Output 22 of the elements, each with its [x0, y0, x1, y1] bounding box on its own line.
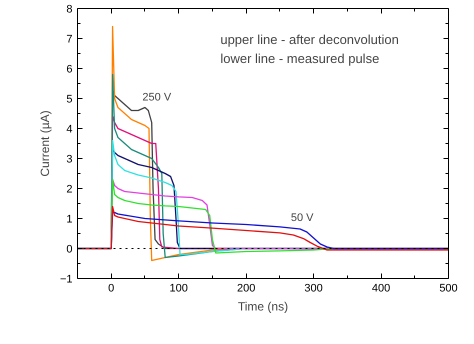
annotation: 50 V — [290, 212, 314, 224]
y-tick-label: 4 — [66, 124, 73, 136]
y-tick-label: 0 — [66, 244, 73, 256]
x-tick-label: 500 — [439, 282, 458, 294]
annotation: lower line - measured pulse — [220, 50, 380, 66]
x-tick-label: 400 — [372, 282, 390, 294]
annotation: upper line - after deconvolution — [220, 32, 399, 48]
x-axis-title: Time (ns) — [238, 300, 288, 314]
y-tick-label: 6 — [66, 64, 73, 76]
x-tick-label: 300 — [304, 282, 323, 294]
y-tick-label: 3 — [66, 154, 73, 166]
y-tick-label: 7 — [66, 34, 73, 46]
x-tick-label: 200 — [236, 282, 256, 294]
x-tick-label: 0 — [108, 282, 114, 294]
y-tick-label: 2 — [66, 184, 73, 196]
y-tick-label: 1 — [66, 214, 73, 226]
y-tick-label: −1 — [60, 274, 73, 286]
annotation: 250 V — [142, 92, 172, 104]
y-tick-label: 8 — [66, 4, 73, 16]
x-tick-label: 100 — [170, 282, 188, 294]
y-axis-title: Current (µA) — [38, 110, 52, 177]
y-tick-label: 5 — [66, 94, 73, 106]
